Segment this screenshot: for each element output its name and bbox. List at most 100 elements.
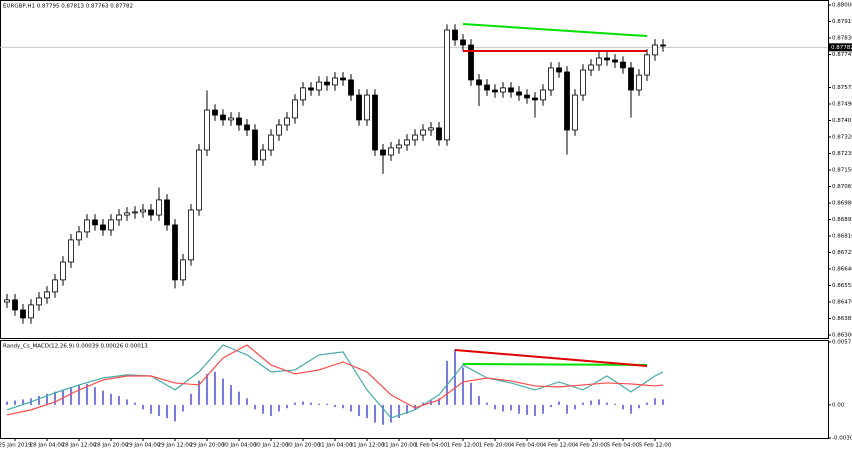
candle-body: [220, 114, 226, 121]
candle-body: [164, 199, 170, 226]
y-tick-label: 0.87745: [832, 52, 852, 58]
candle-body: [620, 61, 626, 69]
macd-line: [6, 344, 664, 419]
x-tick-label: 30 Jan 12:00: [254, 443, 289, 449]
candle-body: [612, 59, 618, 63]
candle-body: [652, 44, 658, 56]
x-tick-label: 29 Jan 20:00: [190, 443, 225, 449]
y-tick-label: 0.87405: [832, 118, 852, 124]
candle-body: [100, 224, 106, 231]
candle-body: [260, 149, 266, 161]
candle-body: [660, 44, 666, 47]
candle-body: [460, 39, 466, 46]
candle-body: [28, 304, 34, 319]
x-tick-label: 28 Jan 04:00: [30, 443, 65, 449]
candle-body: [372, 94, 378, 151]
y-tick-label: 0.0057: [832, 340, 852, 346]
candle-body: [300, 87, 306, 101]
x-tick-label: 5 Feb 12:00: [639, 443, 672, 449]
candle-body: [596, 57, 602, 66]
y-tick-label: 0.00: [832, 402, 845, 408]
candle-body: [492, 89, 498, 93]
x-tick-label: 29 Jan 12:00: [158, 443, 193, 449]
candle-body: [636, 74, 642, 91]
candle-body: [604, 57, 610, 61]
y-tick-label: 0.87065: [832, 184, 852, 190]
current-price-box: [829, 43, 852, 52]
chart-title: EURGBP,H1 0.87795 0.87813 0.87763 0.8778…: [3, 4, 133, 10]
candle-body: [108, 219, 114, 231]
candle-body: [284, 117, 290, 126]
candle-body: [308, 87, 314, 91]
x-tick-label: 31 Jan 20:00: [382, 443, 417, 449]
x-tick-label: 5 Feb 04:00: [607, 443, 640, 449]
candle-body: [404, 139, 410, 146]
x-tick-label: 25 Jan 2019: [0, 443, 32, 449]
candle-body: [236, 117, 242, 126]
candle-body: [116, 214, 122, 221]
candle-body: [4, 299, 10, 303]
x-tick-label: 4 Feb 20:00: [575, 443, 608, 449]
y-tick-label: 0.86385: [832, 316, 852, 322]
candle-body: [76, 231, 82, 241]
candle-body: [348, 79, 354, 96]
candle-body: [180, 259, 186, 281]
candle-body: [212, 109, 218, 116]
x-tick-label: 1 Feb 20:00: [479, 443, 512, 449]
candle-body: [540, 89, 546, 101]
candle-body: [524, 94, 530, 99]
macd-frame: [0, 340, 829, 439]
candle-body: [172, 224, 178, 281]
trendline: [454, 348, 648, 367]
candle-body: [292, 99, 298, 119]
y-tick-label: 0.86895: [832, 217, 852, 223]
candle-body: [356, 94, 362, 121]
candle-body: [124, 212, 130, 216]
candle-body: [188, 209, 194, 261]
candle-body: [388, 147, 394, 156]
candle-body: [452, 29, 458, 41]
candle-body: [276, 124, 282, 136]
candle-body: [228, 117, 234, 121]
trendline: [462, 362, 648, 366]
candle-body: [156, 199, 162, 216]
current-price-label: 0.87782: [831, 45, 852, 51]
candle-body: [580, 69, 586, 96]
y-tick-label: 0.86555: [832, 283, 852, 289]
y-tick-label: 0.87915: [832, 19, 852, 25]
y-tick-label: 0.86725: [832, 250, 852, 256]
candle-body: [468, 44, 474, 81]
candle-body: [148, 209, 154, 216]
x-tick-label: 31 Jan 12:00: [350, 443, 385, 449]
candle-body: [564, 71, 570, 131]
candle-body: [484, 84, 490, 91]
candle-body: [340, 77, 346, 81]
candle-body: [428, 127, 434, 131]
candle-body: [508, 87, 514, 93]
candle-body: [532, 97, 538, 101]
candle-body: [364, 94, 370, 121]
x-tick-label: 28 Jan 12:00: [62, 443, 97, 449]
x-tick-label: 4 Feb 12:00: [543, 443, 576, 449]
x-tick-label: 1 Feb 12:00: [447, 443, 480, 449]
candle-body: [412, 134, 418, 141]
candle-body: [52, 279, 58, 293]
candle-body: [380, 149, 386, 156]
y-tick-label: 0.87235: [832, 151, 852, 157]
candle-body: [420, 129, 426, 136]
y-tick-label: -0.0030: [832, 436, 852, 442]
candle-body: [476, 79, 482, 86]
candle-body: [324, 81, 330, 86]
indicator-title: Randy_Cs_MACD(12,26,9) 0.00039 0.00026 0…: [3, 344, 148, 350]
macd-line: [6, 344, 664, 416]
candle-body: [268, 134, 274, 151]
